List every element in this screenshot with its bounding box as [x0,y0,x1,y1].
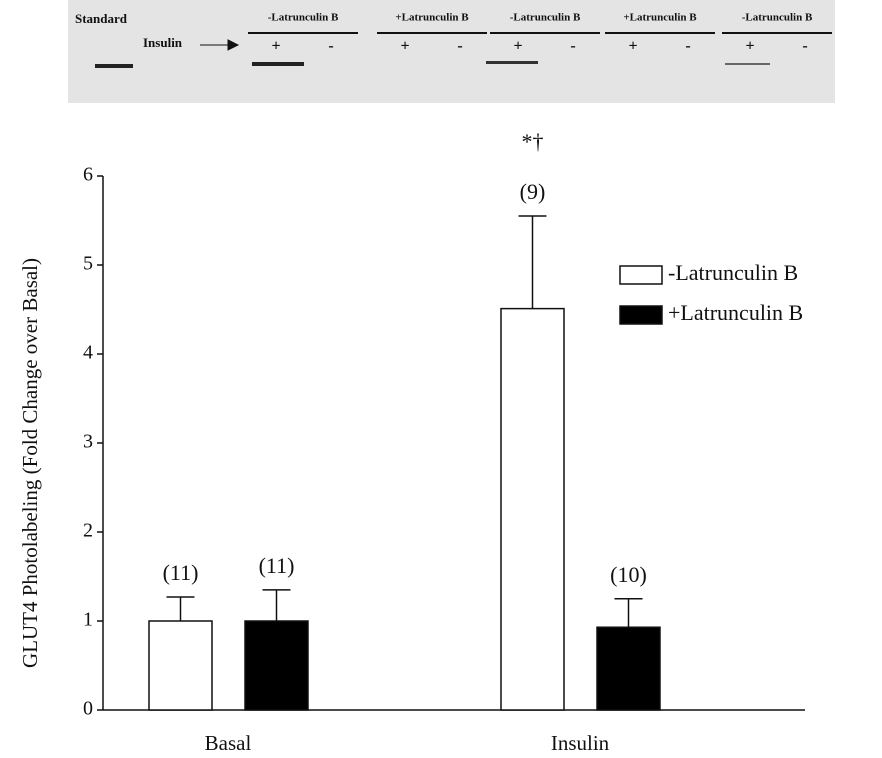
legend-label: -Latrunculin B [668,260,798,285]
blot-lane-label: -Latrunculin B [510,12,581,24]
n-label: (11) [259,553,295,578]
y-tick-label: 2 [83,520,93,542]
blot-sign: - [328,38,333,55]
blot-band [486,61,538,64]
legend-swatch [620,306,662,324]
y-tick-label: 3 [83,431,93,453]
blot-lane-label: -Latrunculin B [268,12,339,24]
blot-lane-label: +Latrunculin B [623,12,697,24]
legend-label: +Latrunculin B [668,300,803,325]
blot-sign: - [457,38,462,55]
blot-sign: + [513,38,522,55]
x-tick-label: Insulin [551,731,610,755]
bar [149,621,212,710]
y-tick-label: 0 [83,698,93,720]
n-label: (10) [610,562,647,587]
blot-insulin: Insulin [143,35,183,50]
y-axis-label: GLUT4 Photolabeling (Fold Change over Ba… [18,258,42,668]
n-label: (9) [520,179,546,204]
blot-sign: - [570,38,575,55]
y-tick-label: 1 [83,609,93,631]
blot-sign: + [400,38,409,55]
blot-band [725,63,770,65]
bar [501,309,564,710]
blot-band [252,62,304,66]
x-tick-label: Basal [205,731,252,755]
blot-lane-label: -Latrunculin B [742,12,813,24]
y-tick-label: 6 [83,164,93,186]
legend-swatch [620,266,662,284]
y-tick-label: 4 [83,342,93,364]
y-tick-label: 5 [83,253,93,275]
blot-sign: - [802,38,807,55]
n-label: (11) [163,560,199,585]
bar [597,627,660,710]
blot-lane-label: +Latrunculin B [395,12,469,24]
annotation: *† [522,129,544,154]
blot-sign: + [745,38,754,55]
blot-sign: + [271,38,280,55]
blot-band [95,64,133,68]
bar [245,621,308,710]
blot-standard: Standard [75,11,128,26]
figure: Standard Insulin -Latrunculin B + - +Latrun… [0,0,882,758]
blot-sign: - [685,38,690,55]
blot-sign: + [628,38,637,55]
